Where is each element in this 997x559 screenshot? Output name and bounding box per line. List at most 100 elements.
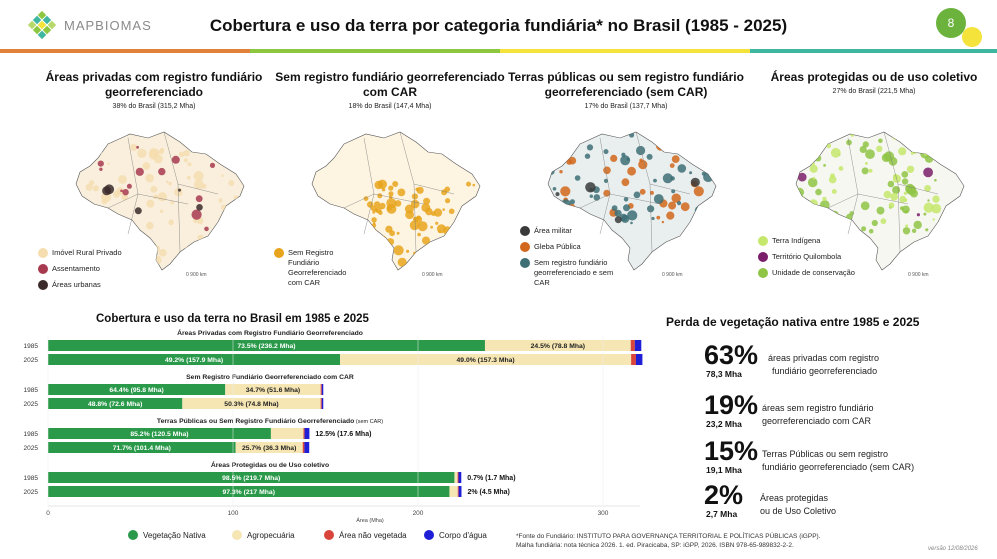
map-patch (218, 255, 224, 261)
map-scale-label: 900 km (666, 272, 683, 278)
map-scale: 0 900 km (422, 272, 443, 278)
legend-label: Unidade de conservação (772, 268, 855, 277)
legend-swatch (38, 280, 48, 290)
map-patch (883, 190, 892, 199)
map-patch (560, 186, 571, 197)
map-patch (623, 197, 629, 202)
header: MAPBIOMAS Cobertura e uso da terra por c… (0, 0, 997, 50)
map-patch (191, 209, 202, 220)
bar-segment (635, 354, 643, 365)
map-patch (603, 149, 609, 155)
map-patch (808, 150, 818, 159)
map-patch (227, 237, 233, 244)
map-patch (421, 203, 431, 212)
map-patch (860, 201, 870, 211)
map-patch (472, 183, 476, 187)
legend-swatch (520, 258, 530, 268)
map-patch (229, 214, 235, 220)
map-patch (816, 149, 821, 154)
bar-year-label: 1985 (24, 387, 39, 394)
state-border (177, 183, 181, 253)
bar-data-label: 49.2% (157.9 Mha) (165, 357, 223, 364)
legend-swatch (232, 530, 242, 540)
bar-segment (48, 428, 271, 439)
bar-segment (235, 442, 303, 453)
legend-label: Gleba Pública (534, 242, 581, 251)
legend-label: Território Quilombola (772, 252, 842, 261)
map-patch (378, 210, 383, 215)
map-patch (415, 187, 419, 191)
map-patch (379, 244, 387, 252)
map-patch (626, 157, 630, 161)
map-patch (371, 217, 377, 223)
loss-mha: 23,2 Mha (706, 419, 742, 429)
loss-percent: 63% (704, 340, 759, 370)
loss-percent: 2% (704, 480, 744, 510)
bar-segment (304, 442, 310, 453)
map-patch (621, 178, 630, 187)
map-patch (927, 199, 930, 202)
bar-data-label: 98.5% (219.7 Mha) (222, 475, 280, 482)
map-patch (862, 141, 869, 148)
map-patch (388, 191, 394, 197)
map-patch (443, 255, 450, 261)
map-patch (899, 206, 905, 211)
map-patch (569, 199, 575, 205)
map-patch (668, 140, 674, 146)
legend-item-native-vegetation: Vegetação Nativa (128, 530, 206, 540)
map-patch (178, 188, 181, 192)
map-panel-protected: Áreas protegidas ou de uso coletivo 27% … (754, 70, 994, 300)
state-border (107, 193, 139, 209)
bar-chart-title: Cobertura e uso da terra no Brasil em 19… (96, 313, 369, 325)
map-patch (925, 228, 929, 232)
map-patch (898, 147, 907, 156)
legend-item: Unidade de conservação (758, 268, 868, 278)
map-patch (593, 194, 601, 201)
map-patch (911, 228, 917, 233)
legend-swatch (520, 242, 530, 252)
map-patch (559, 152, 564, 156)
map-patch (931, 203, 942, 214)
map-patch (653, 134, 663, 145)
map-patch (610, 154, 618, 162)
map-patch (620, 155, 631, 166)
legend-swatch (38, 264, 48, 274)
bar-segment (321, 384, 324, 395)
map-patch (397, 257, 407, 267)
bar-data-label: 24.5% (78.8 Mha) (531, 343, 585, 350)
map-patch (196, 204, 203, 211)
map-patch (168, 219, 174, 226)
map-panel-private: Áreas privadas com registro fundiário ge… (34, 70, 274, 300)
map-patch (371, 228, 377, 234)
state-border (343, 193, 375, 209)
map-patch (137, 148, 147, 158)
map-patch (890, 192, 899, 201)
map-patch (680, 202, 690, 212)
x-tick-label: 300 (598, 510, 609, 517)
map-patch (812, 176, 816, 180)
map-patch (413, 251, 417, 255)
map-patch (830, 132, 840, 141)
map-subtitle: 38% do Brasil (315,2 Mha) (112, 103, 196, 110)
map-patch (463, 203, 474, 213)
legend-item: Território Quilombola (758, 252, 868, 262)
bar-group-title: Áreas Privadas com Registro Fundiário Ge… (177, 328, 363, 337)
map-patch (684, 135, 688, 139)
map-patch (868, 228, 874, 234)
map-scale: 0 900 km (908, 272, 929, 278)
map-patch (183, 158, 188, 163)
legend-item: Terra Indígena (758, 236, 868, 246)
map-patch (930, 146, 938, 154)
map-panel-car: Sem registro fundiário georreferenciado … (270, 70, 510, 300)
map-patch (548, 149, 556, 160)
map-patch (388, 185, 394, 191)
map-patch (584, 153, 591, 159)
map-patch (204, 226, 209, 232)
map-patch (448, 208, 455, 215)
map-patch (170, 200, 174, 205)
map-patch (864, 161, 868, 165)
bar-data-label: 97.3% (217 Mha) (222, 489, 275, 496)
bar-group-title: Sem Registro Fundiário Georreferenciado … (186, 374, 354, 381)
map-patch (126, 183, 132, 189)
bar-year-label: 2025 (24, 445, 39, 452)
